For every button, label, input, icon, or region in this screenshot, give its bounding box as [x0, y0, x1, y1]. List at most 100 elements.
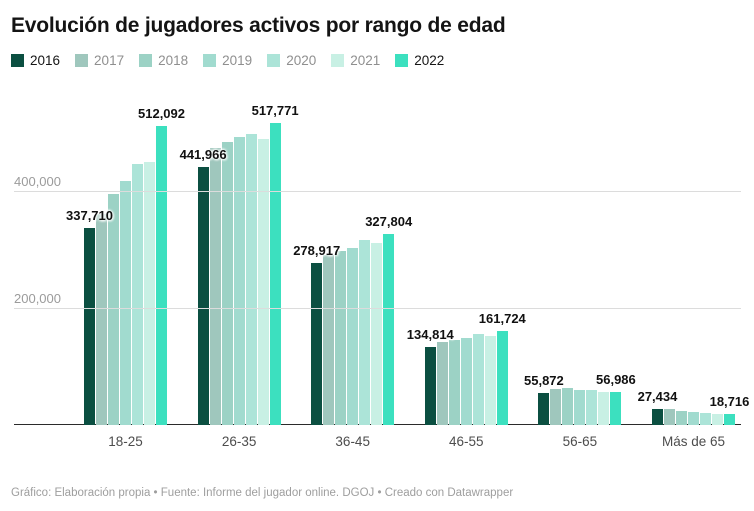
x-axis-label-26-35: 26-35: [221, 434, 257, 450]
legend-swatch-2016: [11, 54, 24, 68]
bar-36-45-2021[interactable]: [371, 242, 383, 426]
bar-26-35-2022[interactable]: 517,771: [252, 103, 299, 426]
y-axis-tick-label: 200,000: [14, 290, 61, 306]
bars-56-65: 55,872 56,986: [524, 110, 636, 426]
value-label-46-55-2022: 161,724: [478, 310, 526, 326]
bar-18-25-2019[interactable]: [120, 180, 131, 426]
value-label-26-35-2022: 517,771: [251, 103, 299, 119]
chart-footer: Gráfico: Elaboración propia • Fuente: In…: [11, 487, 514, 499]
value-label-46-55-2016: 134,814: [406, 326, 454, 342]
x-axis-label-36-45: 36-45: [335, 434, 370, 450]
legend-swatch-2017: [75, 54, 89, 68]
value-label-56-65-2016: 55,872: [523, 372, 564, 388]
bar-group-Más de 65: 27,434 18,716 Más de 65: [638, 110, 750, 449]
bar-26-35-2016[interactable]: 441,966: [180, 147, 227, 426]
value-label-56-65-2022: 56,986: [595, 371, 636, 387]
bar-group-36-45: 278,917 327,804 36-45: [293, 110, 412, 449]
bar-Más de 65-2018[interactable]: [675, 411, 687, 426]
bar-18-25-2022[interactable]: 512,092: [138, 106, 185, 426]
bar-56-65-2016[interactable]: 55,872: [524, 373, 564, 426]
legend-item-2022: 2022: [395, 53, 444, 68]
bar-18-25-2016[interactable]: 337,710: [66, 208, 113, 426]
bar-36-45-2018[interactable]: [335, 251, 347, 426]
legend-label-2016: 2016: [30, 53, 61, 69]
bar-18-25-2021[interactable]: [144, 161, 155, 426]
value-label-Más de 65-2016: 27,434: [637, 389, 678, 405]
gridline-400000: [14, 190, 741, 192]
legend-item-2020: 2020: [267, 53, 316, 68]
bar-Más de 65-2022[interactable]: 18,716: [710, 394, 749, 426]
bar-36-45-2019[interactable]: [347, 247, 359, 426]
bar-56-65-2019[interactable]: [574, 389, 586, 426]
bar-26-35-2018[interactable]: [221, 141, 233, 426]
legend: 2016 2017 2018 2019 2020 2021 2022: [11, 53, 744, 68]
value-label-18-25-2022: 512,092: [138, 106, 185, 122]
plot-area: 337,710 512,092 18-25 441,966 517,771 26-35 27…: [14, 103, 750, 449]
bar-Más de 65-2019[interactable]: [687, 412, 699, 426]
bar-56-65-2022[interactable]: 56,986: [596, 372, 636, 426]
bars-Más de 65: 27,434 18,716: [638, 110, 749, 426]
bar-group-46-55: 134,814 161,724 46-55: [407, 110, 526, 449]
bars-18-25: 337,710 512,092: [66, 106, 185, 426]
legend-label-2017: 2017: [94, 53, 125, 69]
bar-46-55-2018[interactable]: [448, 340, 460, 426]
bar-56-65-2020[interactable]: [586, 390, 598, 426]
legend-label-2022: 2022: [414, 53, 445, 69]
bar-groups: 337,710 512,092 18-25 441,966 517,771 26-35 27…: [66, 103, 750, 449]
x-axis-label-Más de 65: Más de 65: [661, 434, 725, 450]
bar-18-25-2017[interactable]: [96, 214, 107, 426]
bar-18-25-2020[interactable]: [132, 164, 143, 426]
bar-56-65-2021[interactable]: [598, 391, 610, 426]
legend-item-2021: 2021: [331, 53, 380, 68]
x-axis-label-56-65: 56-65: [562, 434, 598, 450]
bar-56-65-2018[interactable]: [562, 388, 574, 426]
legend-item-2017: 2017: [75, 53, 124, 68]
y-axis-tick-label: 400,000: [14, 173, 61, 189]
legend-label-2018: 2018: [158, 53, 189, 69]
legend-label-2021: 2021: [350, 53, 381, 69]
bar-Más de 65-2021[interactable]: [711, 413, 723, 426]
bar-46-55-2022[interactable]: 161,724: [479, 311, 526, 426]
bar-26-35-2021[interactable]: [257, 138, 269, 426]
bar-46-55-2017[interactable]: [436, 341, 448, 426]
bar-46-55-2016[interactable]: 134,814: [407, 327, 454, 426]
value-label-Más de 65-2022: 18,716: [709, 394, 750, 410]
value-label-26-35-2016: 441,966: [179, 147, 227, 163]
bar-26-35-2020[interactable]: [245, 134, 257, 426]
bar-26-35-2017[interactable]: [209, 148, 221, 426]
bars-26-35: 441,966 517,771: [180, 103, 299, 426]
bar-46-55-2021[interactable]: [484, 335, 496, 426]
legend-label-2020: 2020: [286, 53, 317, 69]
legend-item-2016: 2016: [11, 53, 60, 68]
bar-36-45-2017[interactable]: [323, 255, 335, 426]
bar-Más de 65-2020[interactable]: [699, 412, 711, 426]
bar-36-45-2016[interactable]: 278,917: [293, 243, 340, 426]
bars-36-45: 278,917 327,804: [293, 110, 412, 426]
legend-swatch-2020: [267, 54, 281, 68]
bar-56-65-2017[interactable]: [550, 389, 562, 426]
bar-26-35-2019[interactable]: [233, 137, 245, 426]
value-label-36-45-2022: 327,804: [365, 213, 413, 229]
bar-18-25-2018[interactable]: [108, 194, 119, 426]
x-axis-label-46-55: 46-55: [449, 434, 484, 450]
bar-group-18-25: 337,710 512,092 18-25: [66, 106, 185, 449]
grouped-bar-chart: 337,710 512,092 18-25 441,966 517,771 26-35 27…: [0, 74, 754, 452]
bar-46-55-2019[interactable]: [460, 337, 472, 426]
bar-36-45-2020[interactable]: [359, 239, 371, 426]
bar-46-55-2020[interactable]: [472, 334, 484, 426]
value-label-36-45-2016: 278,917: [293, 242, 341, 258]
value-label-18-25-2016: 337,710: [66, 208, 113, 224]
bar-36-45-2022[interactable]: 327,804: [365, 214, 412, 426]
bars-46-55: 134,814 161,724: [407, 110, 526, 426]
legend-label-2019: 2019: [222, 53, 253, 69]
legend-item-2019: 2019: [203, 53, 252, 68]
legend-swatch-2021: [331, 54, 345, 68]
bar-Más de 65-2016[interactable]: 27,434: [638, 389, 677, 426]
bar-group-26-35: 441,966 517,771 26-35: [180, 103, 299, 449]
bar-Más de 65-2017[interactable]: [663, 408, 675, 426]
bar-group-56-65: 55,872 56,986 56-65: [524, 110, 636, 449]
legend-swatch-2022: [395, 54, 409, 68]
gridline-200000: [14, 307, 741, 309]
legend-item-2018: 2018: [139, 53, 188, 68]
